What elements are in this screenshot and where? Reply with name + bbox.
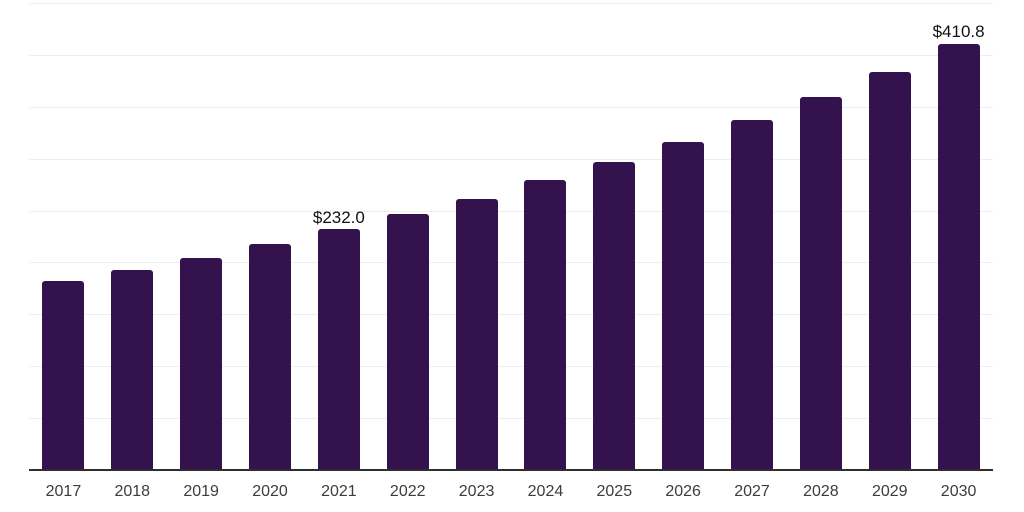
bar-2030 <box>937 43 980 470</box>
bars: $232.0 $410.8 <box>29 3 993 470</box>
gridline-350 <box>29 106 993 108</box>
bar-band-2025 <box>580 3 649 470</box>
bar-2018 <box>111 270 154 470</box>
x-tick-label-2020: 2020 <box>252 483 288 500</box>
x-tick-label-2026: 2026 <box>665 483 701 500</box>
bar-band-2018 <box>98 3 167 470</box>
x-tick-label-2019: 2019 <box>183 483 219 500</box>
bar-value-label-2030: $410.8 <box>932 22 985 42</box>
bar-band-2026 <box>649 3 718 470</box>
gridlines <box>29 3 993 470</box>
x-axis-labels: 2017 2018 2019 2020 2021 2022 2023 2024 2025 2026… <box>29 482 993 501</box>
bar-2028 <box>799 97 842 470</box>
x-axis-line <box>29 469 993 471</box>
gridline-250 <box>29 210 993 212</box>
x-tick-label-2030: 2030 <box>940 483 977 500</box>
x-tick-label-2018: 2018 <box>114 483 151 500</box>
gridline-50 <box>29 418 993 420</box>
gridline-100 <box>29 366 993 368</box>
bar-value-label-2021: $232.0 <box>312 207 365 227</box>
x-tick-label-2023: 2023 <box>458 483 495 500</box>
bar-2025 <box>593 162 636 470</box>
bar-band-2029 <box>855 3 924 470</box>
gridline-400 <box>29 54 993 56</box>
bar-2026 <box>662 141 705 470</box>
bar-band-2020 <box>236 3 305 470</box>
bar-2022 <box>386 214 429 470</box>
bar-2020 <box>249 244 291 470</box>
x-tick-label-2021: 2021 <box>321 483 357 500</box>
x-tick-label-2027: 2027 <box>734 483 770 500</box>
bar-band-2022 <box>373 3 442 470</box>
x-tick-label-2028: 2028 <box>803 483 839 500</box>
bar-band-2023 <box>442 3 511 470</box>
gridline-200 <box>29 262 993 264</box>
x-tick-label-2029: 2029 <box>871 483 908 500</box>
bar-band-2021: $232.0 <box>304 3 373 470</box>
bar-2021 <box>317 229 360 470</box>
bar-2017 <box>42 281 85 470</box>
x-tick-label-2024: 2024 <box>527 483 564 500</box>
x-tick-label-2025: 2025 <box>596 483 633 500</box>
bar-band-2024 <box>511 3 580 470</box>
bar-2027 <box>731 120 774 470</box>
bar-2023 <box>455 198 498 470</box>
x-tick-label-2022: 2022 <box>389 483 426 500</box>
plot-area: $232.0 $410.8 <box>29 3 993 471</box>
bar-band-2028 <box>786 3 855 470</box>
bar-2029 <box>868 72 911 470</box>
gridline-150 <box>29 314 993 316</box>
gridline-450 <box>29 3 993 4</box>
x-tick-label-2017: 2017 <box>45 483 82 500</box>
bar-band-2017 <box>29 3 98 470</box>
gridline-300 <box>29 158 993 160</box>
bar-band-2027 <box>718 3 787 470</box>
bar-2019 <box>180 258 223 470</box>
bar-2024 <box>524 180 567 470</box>
bar-band-2030: $410.8 <box>924 3 993 470</box>
bar-band-2019 <box>167 3 236 470</box>
